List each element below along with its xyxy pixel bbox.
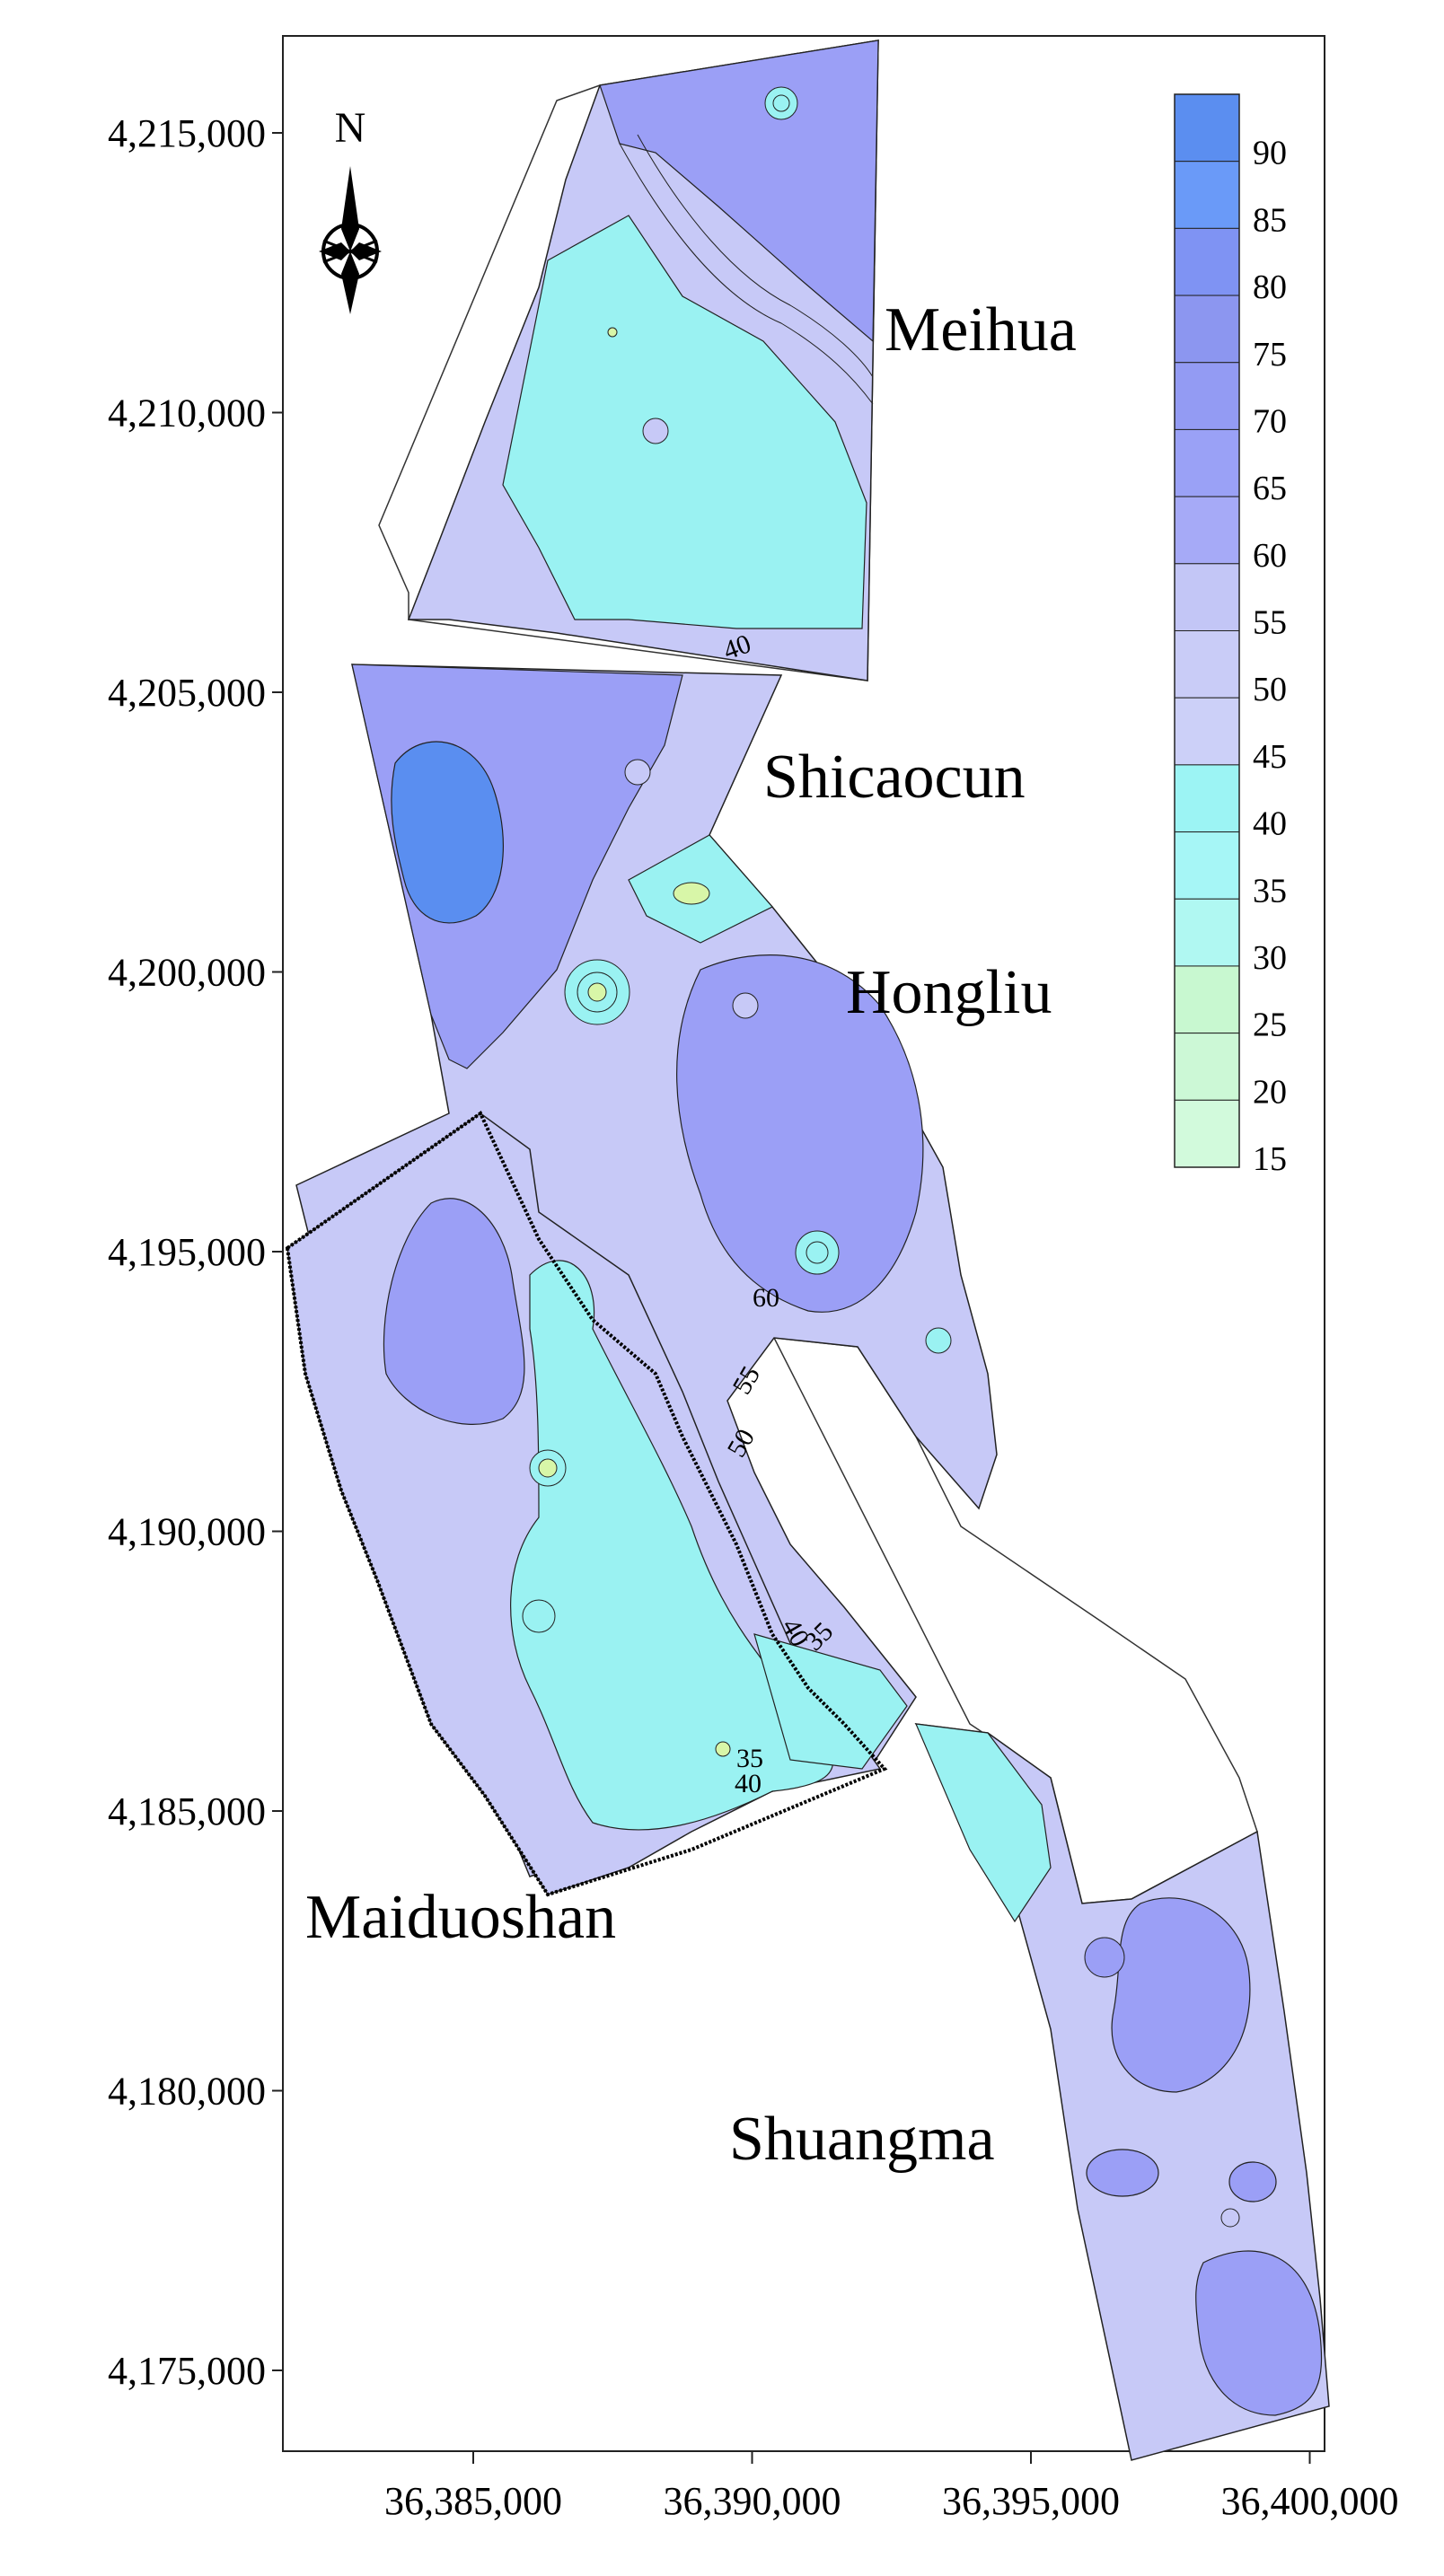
north-label: N xyxy=(335,104,366,152)
shuangma-upper-zone-4 xyxy=(1228,2161,1277,2202)
y-axis: 4,215,000 4,210,000 4,205,000 4,200,000 4,19… xyxy=(108,111,283,2393)
legend-swatch xyxy=(1174,898,1240,967)
shuangma-upper-zone-2 xyxy=(1195,2250,1323,2416)
region-label-hongliu: Hongliu xyxy=(846,958,1052,1027)
legend-label: 75 xyxy=(1253,336,1287,374)
legend-swatch xyxy=(1174,630,1240,699)
maiduoshan-upper-zone-1 xyxy=(383,1198,525,1425)
contour-label-40-low: 40 xyxy=(735,1769,762,1798)
meihua-block xyxy=(407,40,879,681)
contour-label-60: 60 xyxy=(753,1283,779,1313)
region-label-shicaocun: Shicaocun xyxy=(763,743,1026,812)
y-tick-label: 4,210,000 xyxy=(108,391,266,435)
shuangma-upper-zone-3 xyxy=(1086,2149,1159,2197)
legend-label: 60 xyxy=(1253,537,1287,575)
maiduoshan-boundary xyxy=(285,1110,888,1897)
legend-swatch xyxy=(1174,563,1240,631)
legend-swatch xyxy=(1174,496,1240,565)
shuangma-upper-zone-1 xyxy=(1111,1897,1251,2093)
compass-rose-icon xyxy=(319,166,382,314)
region-label-maiduoshan: Maiduoshan xyxy=(305,1883,616,1952)
legend-swatch xyxy=(1174,362,1240,430)
maiduoshan-block xyxy=(285,1110,908,1897)
legend-swatch xyxy=(1174,965,1240,1034)
maiduoshan-low-zone xyxy=(510,1260,833,1831)
legend-label: 15 xyxy=(1253,1140,1287,1178)
hongliu-upper-zone xyxy=(676,954,924,1313)
legend-swatch xyxy=(1174,428,1240,497)
legend-label: 20 xyxy=(1253,1073,1287,1111)
legend-swatch xyxy=(1174,227,1240,296)
legend-label: 85 xyxy=(1253,201,1287,239)
contour-label-35-low: 35 xyxy=(736,1744,763,1773)
x-axis: 36,385,000 36,390,000 36,395,000 36,400,000 xyxy=(384,2451,1399,2523)
legend-label: 70 xyxy=(1253,402,1287,440)
maiduoshan-low-zone-tail xyxy=(753,1633,908,1770)
legend-label: 55 xyxy=(1253,604,1287,642)
y-tick-label: 4,215,000 xyxy=(108,111,266,155)
y-tick-label: 4,175,000 xyxy=(108,2349,266,2393)
shicaocun-high-zone xyxy=(391,741,504,924)
x-tick-label: 36,390,000 xyxy=(664,2479,841,2523)
shuangma-low-zone xyxy=(915,1723,1052,1923)
y-tick-label: 4,200,000 xyxy=(108,951,266,995)
region-labels: Meihua Shicaocun Hongliu Maiduoshan Shua… xyxy=(305,295,1077,2174)
legend-label: 35 xyxy=(1253,872,1287,910)
y-tick-label: 4,185,000 xyxy=(108,1789,266,1833)
legend-swatch xyxy=(1174,1099,1240,1168)
legend-swatch xyxy=(1174,161,1240,229)
legend-label: 50 xyxy=(1253,671,1287,708)
region-label-meihua: Meihua xyxy=(885,295,1077,365)
y-tick-label: 4,195,000 xyxy=(108,1230,266,1274)
meihua-upper-zone xyxy=(599,40,879,343)
legend-swatch xyxy=(1174,764,1240,833)
legend-frame xyxy=(1174,93,1240,1168)
legend-label: 30 xyxy=(1253,939,1287,977)
north-arrow: N xyxy=(319,104,382,314)
x-tick-label: 36,400,000 xyxy=(1221,2479,1399,2523)
legend-swatch xyxy=(1174,1033,1240,1101)
legend: 90 85 80 75 70 65 60 55 50 45 40 35 30 25 20 15 xyxy=(1174,93,1287,1178)
legend-swatch xyxy=(1174,295,1240,364)
legend-label: 45 xyxy=(1253,738,1287,776)
x-tick-label: 36,395,000 xyxy=(942,2479,1120,2523)
region-label-shuangma: Shuangma xyxy=(729,2105,995,2174)
shuangma-block xyxy=(914,1723,1330,2461)
y-tick-label: 4,205,000 xyxy=(108,671,266,715)
legend-swatch xyxy=(1174,831,1240,900)
legend-swatch xyxy=(1174,697,1240,766)
legend-label: 90 xyxy=(1253,135,1287,172)
y-tick-label: 4,190,000 xyxy=(108,1510,266,1554)
y-tick-label: 4,180,000 xyxy=(108,2070,266,2114)
legend-label: 40 xyxy=(1253,805,1287,843)
legend-label: 65 xyxy=(1253,470,1287,507)
legend-swatch xyxy=(1174,93,1240,163)
legend-label: 80 xyxy=(1253,268,1287,306)
plot-frame xyxy=(282,35,1325,2452)
legend-label: 25 xyxy=(1253,1007,1287,1044)
x-tick-label: 36,385,000 xyxy=(384,2479,562,2523)
meihua-low-zone xyxy=(502,215,867,629)
